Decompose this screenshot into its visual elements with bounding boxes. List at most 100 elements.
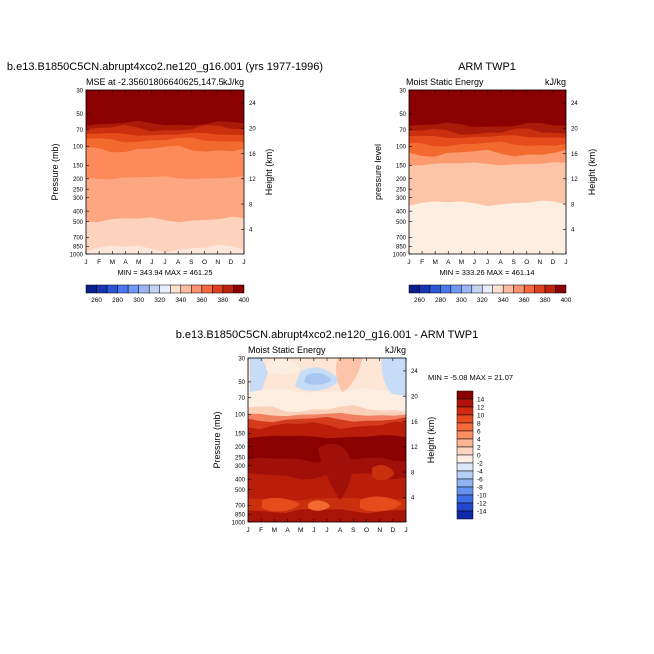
x-tick-label: D	[228, 259, 233, 266]
colorbar-box	[534, 284, 546, 294]
negative-patch	[250, 358, 268, 392]
height-tick-label: 12	[411, 445, 418, 451]
colorbar-box	[212, 284, 224, 294]
colorbar-tick-label: 340	[175, 297, 186, 304]
x-tick-label: J	[163, 259, 166, 266]
colorbar-box	[456, 502, 474, 512]
x-tick-label: J	[242, 259, 245, 266]
colorbar-tick-label: 340	[498, 297, 509, 304]
x-tick-label: M	[272, 527, 277, 534]
x-tick-label: J	[312, 527, 315, 534]
colorbar-box	[85, 284, 97, 294]
x-tick-label: N	[377, 527, 382, 534]
height-tick-label: 24	[571, 101, 578, 107]
height-tick-label: 20	[249, 127, 256, 133]
positive-patch	[266, 359, 300, 375]
colorbar-tick-label: -2	[477, 460, 483, 467]
colorbar-tick-label: 320	[477, 297, 488, 304]
colorbar-box	[456, 406, 474, 416]
panel-diff-field	[248, 358, 406, 522]
colorbar-box	[461, 284, 473, 294]
y-tick-label: 70	[76, 128, 83, 134]
x-tick-label: J	[246, 527, 249, 534]
colorbar-box	[408, 284, 420, 294]
height-tick-label: 20	[571, 127, 578, 133]
colorbar-box	[456, 510, 474, 520]
colorbar-box	[127, 284, 139, 294]
colorbar-tick-label: -6	[477, 476, 483, 483]
x-tick-label: S	[189, 259, 194, 266]
colorbar-box	[456, 462, 474, 472]
contour-band	[248, 508, 406, 522]
colorbar-box	[456, 454, 474, 464]
y-tick-label: 50	[399, 112, 406, 118]
y-tick-label: 850	[73, 245, 84, 251]
colorbar-box	[148, 284, 160, 294]
x-tick-label: M	[432, 259, 437, 266]
panel-obs-stats: MIN = 333.26 MAX = 461.14	[439, 268, 534, 277]
colorbar-box	[159, 284, 171, 294]
colorbar-tick-label: 260	[91, 297, 102, 304]
positive-patch	[318, 443, 352, 500]
height-tick-label: 16	[249, 152, 256, 158]
colorbar-box	[456, 422, 474, 432]
panel-obs-ylabel: pressure level	[373, 144, 383, 200]
colorbar-box	[450, 284, 462, 294]
y-tick-label: 400	[73, 209, 84, 215]
colorbar-box	[440, 284, 452, 294]
panel-obs-colorbar: 260 280 300 320 340 360 380 400	[408, 284, 572, 304]
height-tick-label: 12	[249, 177, 256, 183]
colorbar-box	[201, 284, 213, 294]
colorbar-box	[513, 284, 525, 294]
y-tick-label: 50	[238, 380, 245, 386]
colorbar-box	[170, 284, 182, 294]
panel-obs-subtitle: Moist Static Energy	[406, 77, 484, 87]
x-tick-label: J	[150, 259, 153, 266]
y-tick-label: 70	[399, 128, 406, 134]
colorbar-tick-label: -14	[477, 508, 487, 515]
positive-patch	[335, 358, 362, 392]
colorbar-box	[456, 494, 474, 504]
x-tick-label: J	[404, 527, 407, 534]
colorbar-tick-label: 14	[477, 396, 485, 403]
negative-patch	[304, 373, 332, 385]
x-tick-label: N	[215, 259, 220, 266]
height-tick-label: 4	[571, 228, 575, 234]
height-tick-label: 20	[411, 395, 418, 401]
positive-patch	[372, 465, 394, 481]
x-tick-label: J	[473, 259, 476, 266]
panel-model-ylabel: Pressure (mb)	[50, 143, 60, 200]
colorbar-box	[429, 284, 441, 294]
colorbar-tick-label: -12	[477, 500, 487, 507]
height-tick-label: 16	[411, 420, 418, 426]
panel-diff: b.e13.B1850C5CN.abrupt4xco2.ne120_g16.00…	[176, 329, 513, 534]
x-tick-label: O	[202, 259, 207, 266]
y-tick-label: 250	[73, 187, 84, 193]
colorbar-box	[117, 284, 129, 294]
y-tick-label: 250	[235, 455, 246, 461]
y-tick-label: 500	[396, 220, 407, 226]
y-tick-label: 300	[235, 464, 246, 470]
x-tick-label: A	[176, 259, 181, 266]
panel-obs-ylabel-right: Height (km)	[587, 149, 597, 196]
height-tick-label: 8	[571, 202, 575, 208]
height-tick-label: 24	[249, 101, 256, 107]
y-tick-label: 850	[396, 245, 407, 251]
colorbar-tick-label: -10	[477, 492, 487, 499]
colorbar-tick-label: 10	[477, 412, 485, 419]
x-tick-label: F	[259, 527, 263, 534]
y-tick-label: 150	[235, 432, 246, 438]
height-tick-label: 8	[411, 470, 415, 476]
colorbar-tick-label: 260	[414, 297, 425, 304]
colorbar-box	[544, 284, 556, 294]
y-tick-label: 500	[73, 220, 84, 226]
y-tick-label: 100	[396, 145, 407, 151]
y-tick-label: 200	[73, 177, 84, 183]
colorbar-box	[456, 438, 474, 448]
y-tick-label: 400	[396, 209, 407, 215]
x-tick-label: O	[364, 527, 369, 534]
colorbar-box	[456, 390, 474, 400]
colorbar-box	[482, 284, 493, 294]
y-tick-label: 700	[235, 504, 246, 510]
